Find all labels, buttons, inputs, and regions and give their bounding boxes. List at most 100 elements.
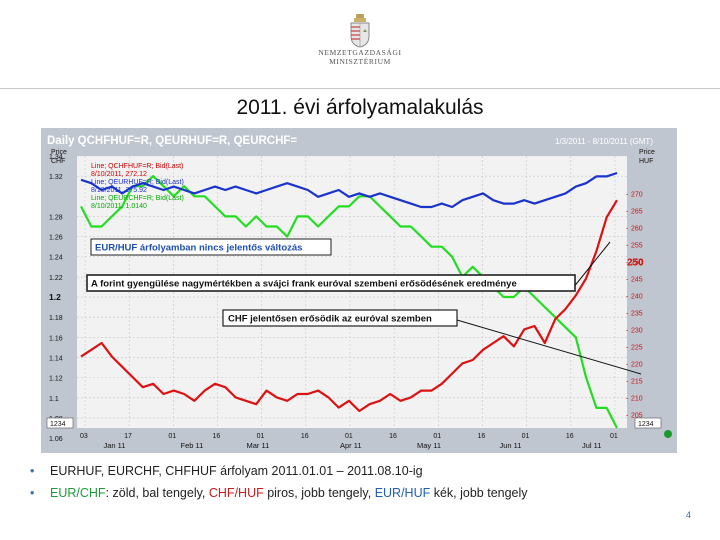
- left-value-box-text: 1234: [50, 421, 66, 428]
- bullet-seg-red: CHF/HUF: [208, 486, 264, 500]
- right-tick-mark: -: [626, 293, 629, 300]
- x-tick-label: 01: [168, 433, 176, 440]
- bullet-text: EURHUF, EURCHF, CHFHUF árfolyam 2011.01.…: [50, 464, 423, 478]
- right-tick-label: 210: [631, 395, 643, 402]
- left-tick-label: 1.16: [49, 335, 63, 342]
- right-tick-label: 220: [631, 361, 643, 368]
- x-month-label: Feb 11: [181, 441, 204, 450]
- right-tick-label: 260: [631, 225, 643, 232]
- x-tick-label: 16: [566, 433, 574, 440]
- legend-entry: Line; QCHFHUF=R; Bid(Last): [91, 163, 183, 170]
- header-divider: [0, 88, 720, 89]
- x-tick-label: 01: [610, 433, 618, 440]
- right-tick-mark: -: [626, 412, 629, 419]
- right-tick-label: 270: [631, 191, 643, 198]
- right-tick-mark: -: [626, 259, 629, 266]
- legend-entry: 8/10/2011, 275.92: [91, 187, 147, 194]
- coat-of-arms-icon: [350, 14, 370, 48]
- left-tick-label: 1.2: [49, 292, 61, 302]
- right-tick-label: 205: [631, 412, 643, 419]
- left-axis-unit: CHF: [51, 158, 65, 165]
- left-tick-label: 1.22: [49, 275, 63, 282]
- x-tick-label: 16: [389, 433, 397, 440]
- right-tick-mark: -: [626, 310, 629, 317]
- left-tick-label: 1.26: [49, 235, 63, 242]
- logo-line1: NEMZETGAZDASÁGI: [318, 48, 402, 57]
- right-tick-label: 215: [631, 378, 643, 385]
- annotation-chf-text: CHF jelentősen erősödik az euróval szemb…: [228, 314, 432, 325]
- right-tick-mark: -: [626, 378, 629, 385]
- right-tick-mark: -: [626, 276, 629, 283]
- x-month-label: Mar 11: [247, 441, 270, 450]
- right-tick-label: 230: [631, 327, 643, 334]
- series-line-qeurhufr: [80, 171, 618, 209]
- left-tick-label: 1.32: [49, 174, 63, 181]
- x-tick-label: 16: [301, 433, 309, 440]
- left-tick-label: 1.24: [49, 255, 63, 262]
- slide-title: 2011. évi árfolyamalakulás: [236, 96, 484, 119]
- right-tick-mark: -: [626, 191, 629, 198]
- bullet-seg-green: EUR/CHF: [50, 486, 106, 500]
- bullet-list: • EURHUF, EURCHF, CHFHUF árfolyam 2011.0…: [30, 460, 710, 504]
- annotation-forint-text: A forint gyengülése nagymértékben a sváj…: [91, 279, 517, 290]
- right-tick-mark: -: [626, 361, 629, 368]
- annotation-eurhuf-text: EUR/HUF árfolyamban nincs jelentős válto…: [95, 243, 302, 254]
- logo-line2: MINISZTÉRIUM: [329, 57, 391, 66]
- x-tick-label: 01: [257, 433, 265, 440]
- x-month-label: Jan 11: [104, 441, 126, 450]
- x-tick-label: 03: [80, 433, 88, 440]
- x-tick-label: 16: [213, 433, 221, 440]
- bullet-item: • EURHUF, EURCHF, CHFHUF árfolyam 2011.0…: [30, 460, 710, 482]
- chart-date-range: 1/3/2011 - 8/10/2011 (GMT): [555, 137, 653, 146]
- x-month-label: May 11: [417, 441, 441, 450]
- left-tick-label: 1.12: [49, 376, 63, 383]
- right-tick-mark: -: [626, 395, 629, 402]
- left-tick-label: 1.34: [49, 154, 63, 161]
- x-tick-label: 16: [478, 433, 486, 440]
- right-tick-mark: -: [626, 327, 629, 334]
- plot-area: [77, 156, 627, 428]
- left-axis-price-label: Price: [51, 149, 67, 156]
- left-value-box: 1234: [46, 417, 74, 429]
- x-tick-label: 01: [345, 433, 353, 440]
- bullet-seg-blue: EUR/HUF: [374, 486, 431, 500]
- right-tick-label: 245: [631, 276, 643, 283]
- right-value-box-text: 1234: [638, 421, 654, 428]
- bullet-seg: kék, jobb tengely: [430, 486, 528, 500]
- right-value-box: 1234: [634, 417, 662, 429]
- x-tick-label: 01: [522, 433, 530, 440]
- right-tick-mark: -: [626, 208, 629, 215]
- right-tick-mark: -: [626, 242, 629, 249]
- series-line-qchfhufr: [80, 199, 618, 413]
- bullet-seg: : zöld, bal tengely,: [105, 486, 209, 500]
- bullet-item: • EUR/CHF: zöld, bal tengely, CHF/HUF pi…: [30, 482, 710, 504]
- bullet-dot-icon: •: [30, 464, 35, 478]
- page-number: 4: [686, 510, 692, 520]
- right-axis-unit: HUF: [639, 158, 653, 165]
- right-tick-label: 255: [631, 242, 643, 249]
- left-tick-label: 1.28: [49, 214, 63, 221]
- right-tick-label: 235: [631, 310, 643, 317]
- right-tick-label: 240: [631, 293, 643, 300]
- annotation-connector-line: [456, 319, 642, 375]
- annotation-connector-line: [572, 241, 611, 289]
- x-month-label: Jun 11: [500, 441, 522, 450]
- chart-title: Daily QCHFHUF=R, QEURHUF=R, QEURCHF=: [47, 135, 297, 147]
- fx-chart: Daily QCHFHUF=R, QEURHUF=R, QEURCHF= 1/3…: [41, 128, 677, 453]
- bullet-legend-text: EUR/CHF: zöld, bal tengely, CHF/HUF piro…: [50, 486, 528, 500]
- x-month-label: Apr 11: [340, 441, 362, 450]
- fx-line-chart: Daily QCHFHUF=R, QEURHUF=R, QEURCHF= 1/3…: [41, 128, 677, 453]
- legend-entry: Line; QEURCHF=R; Bid(Last): [91, 195, 184, 202]
- right-axis-price-label: Price: [639, 149, 655, 156]
- right-axis-highlight-label: 250: [627, 257, 644, 268]
- left-tick-label: 1.14: [49, 355, 63, 362]
- right-tick-label: 265: [631, 208, 643, 215]
- right-tick-label: 250: [631, 259, 643, 266]
- x-tick-label: 01: [433, 433, 441, 440]
- status-dot-icon: [664, 430, 672, 438]
- right-tick-mark: -: [626, 225, 629, 232]
- right-tick-label: 225: [631, 344, 643, 351]
- annotation-forint: A forint gyengülése nagymértékben a sváj…: [86, 274, 576, 292]
- ministry-logo: NEMZETGAZDASÁGI MINISZTÉRIUM: [300, 14, 420, 84]
- legend-entry: 8/10/2011, 272.12: [91, 171, 147, 178]
